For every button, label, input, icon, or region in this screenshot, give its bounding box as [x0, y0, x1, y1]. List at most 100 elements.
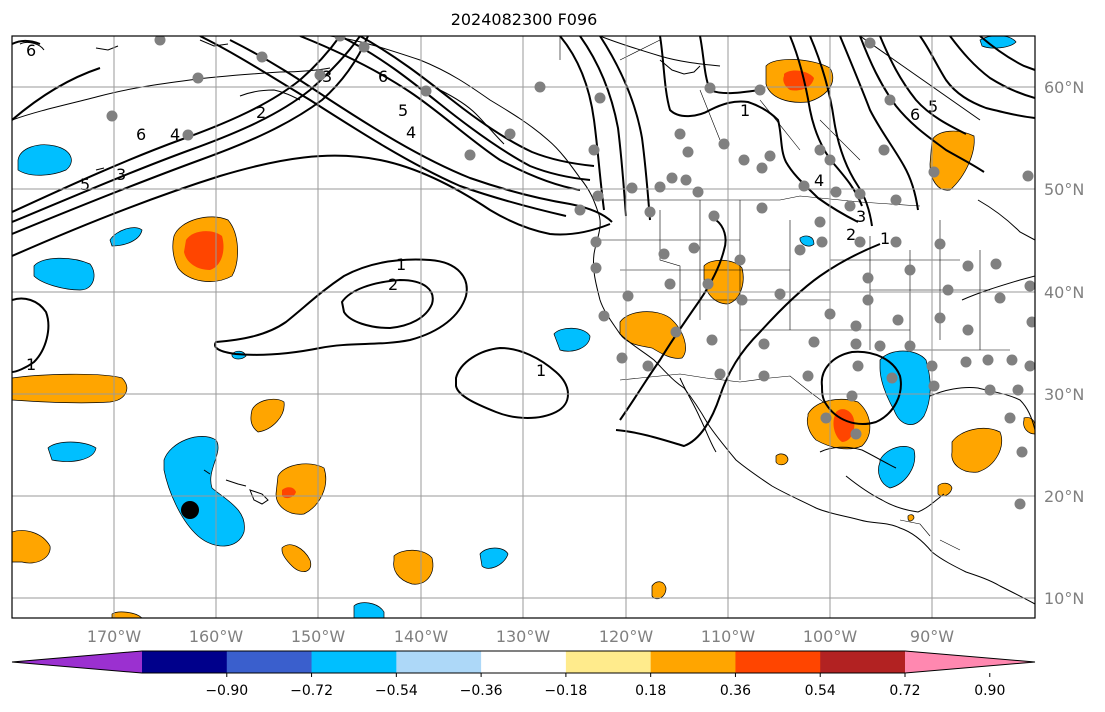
colorbar-tick-label: −0.72: [290, 683, 333, 699]
latitude-labels: 60°N 50°N 40°N 30°N 20°N 10°N: [1044, 78, 1084, 608]
positive-anomaly-regions: [12, 59, 1035, 618]
station-dot: [664, 278, 676, 290]
station-dot: [616, 352, 628, 364]
colorbar-tick-label: −0.18: [544, 683, 587, 699]
negative-anomaly-regions: [17, 36, 1017, 618]
station-dot: [598, 310, 610, 322]
colorbar-segment: [396, 651, 482, 673]
station-dot: [824, 154, 836, 166]
lat-label: 40°N: [1044, 283, 1084, 302]
colorbar-segment: [142, 651, 228, 673]
contour-label: 2: [846, 225, 856, 244]
colorbar-tick-label: 0.54: [805, 683, 836, 699]
station-dot: [844, 200, 856, 212]
station-dot: [738, 154, 750, 166]
station-dot: [674, 128, 686, 140]
colorbar-tick-label: −0.36: [460, 683, 503, 699]
lon-label: 110°W: [701, 627, 756, 646]
station-dot: [182, 129, 194, 141]
colorbar-extension-high: [905, 651, 1035, 673]
contour-label: 5: [80, 175, 90, 194]
station-dot: [864, 37, 876, 49]
contour-label: 2: [388, 275, 398, 294]
station-dot: [626, 182, 638, 194]
contour-labels: 1 2 1 1 1 1 3 2 4 6 5 5 3 6 4 2 6 5 4 3 …: [26, 41, 938, 380]
colorbar: −0.90 −0.72 −0.54 −0.36 −0.18 0.18 0.36 0.54 0.7…: [11, 650, 1036, 699]
contour-label: 6: [136, 125, 146, 144]
station-dot: [644, 206, 656, 218]
contour-label: 6: [910, 105, 920, 124]
station-dot: [106, 110, 118, 122]
station-dot: [934, 238, 946, 250]
station-dot: [816, 236, 828, 248]
station-dot: [942, 284, 954, 296]
station-dot: [814, 144, 826, 156]
colorbar-tick-label: 0.90: [974, 683, 1005, 699]
station-dot: [928, 166, 940, 178]
contour-label: 5: [928, 97, 938, 116]
contour-label: 1: [740, 101, 750, 120]
station-dot: [1012, 384, 1024, 396]
station-dot: [706, 334, 718, 346]
station-dot: [926, 360, 938, 372]
highlight-marker: [181, 501, 199, 519]
station-dot: [758, 338, 770, 350]
station-dot: [708, 210, 720, 222]
contour-label: 2: [256, 103, 266, 122]
longitude-labels: 170°W 160°W 150°W 140°W 130°W 120°W 110°…: [87, 627, 954, 646]
station-dot: [874, 340, 886, 352]
station-dot: [830, 186, 842, 198]
coastlines: [12, 36, 1035, 605]
station-dot: [928, 380, 940, 392]
map-area: 1 2 1 1 1 1 3 2 4 6 5 5 3 6 4 2 6 5 4 3 …: [12, 36, 1035, 618]
station-dot: [890, 194, 902, 206]
station-dot: [850, 320, 862, 332]
station-dot: [1026, 316, 1035, 328]
colorbar-tick-label: 0.36: [720, 683, 751, 699]
station-dot: [154, 36, 166, 46]
station-dot: [714, 368, 726, 380]
station-dot: [1004, 412, 1016, 424]
station-dot: [534, 81, 546, 93]
station-dot: [1006, 354, 1018, 366]
station-dot: [962, 324, 974, 336]
station-dot: [850, 338, 862, 350]
station-dot: [358, 41, 370, 53]
station-dot: [420, 85, 432, 97]
contour-label: 6: [378, 67, 388, 86]
station-dot: [850, 428, 862, 440]
lat-label: 50°N: [1044, 180, 1084, 199]
station-dot: [890, 236, 902, 248]
lon-label: 130°W: [496, 627, 551, 646]
lon-label: 90°W: [910, 627, 954, 646]
station-dot: [718, 138, 730, 150]
station-dot: [990, 258, 1002, 270]
station-dot: [798, 180, 810, 192]
contour-label: 3: [322, 67, 332, 86]
station-dot: [256, 51, 268, 63]
station-dot: [704, 82, 716, 94]
station-dot: [982, 354, 994, 366]
station-markers: [106, 36, 1035, 510]
station-dot: [592, 190, 604, 202]
station-dot: [642, 360, 654, 372]
colorbar-segment: [735, 651, 821, 673]
contour-label: 1: [880, 229, 890, 248]
station-dot: [862, 294, 874, 306]
station-dot: [814, 216, 826, 228]
station-dot: [854, 188, 866, 200]
station-dot: [670, 326, 682, 338]
station-dot: [852, 360, 864, 372]
station-dot: [962, 260, 974, 272]
lon-label: 140°W: [394, 627, 449, 646]
station-dot: [802, 370, 814, 382]
map-frame: [11, 35, 1036, 619]
colorbar-segment: [226, 651, 313, 673]
colorbar-tick-label: 0.72: [889, 683, 920, 699]
station-dot: [820, 412, 832, 424]
contour-label: 1: [396, 255, 406, 274]
colorbar-segment: [820, 651, 906, 673]
station-dot: [654, 181, 666, 193]
station-dot: [574, 204, 586, 216]
